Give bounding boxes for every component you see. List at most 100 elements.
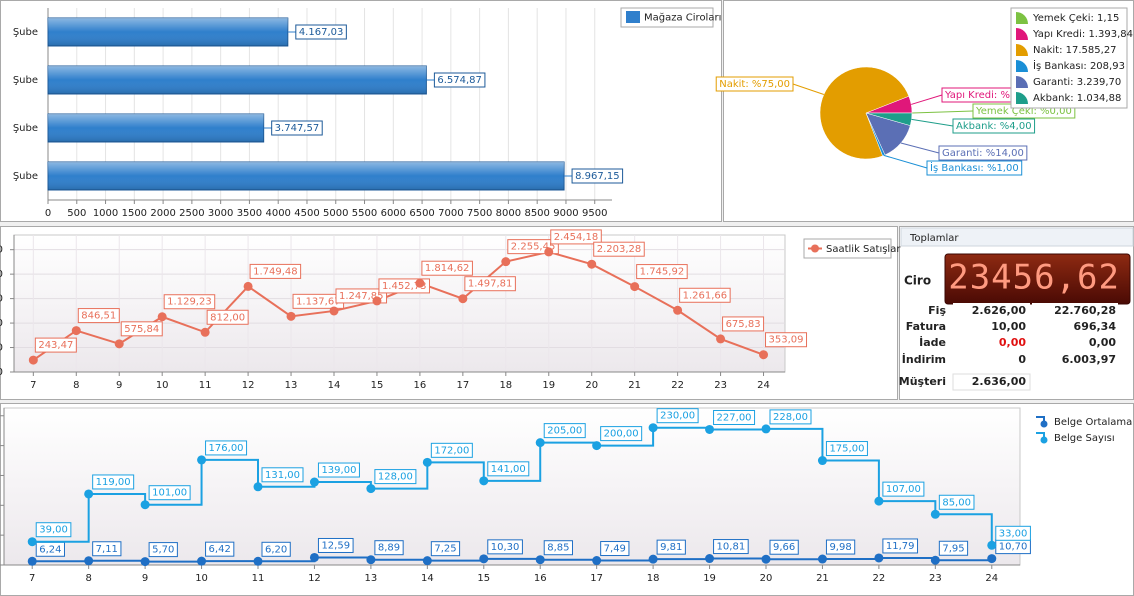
value-label: 8,85: [547, 543, 569, 554]
cell-value: 2.626,00: [972, 304, 1027, 317]
y-tick-label: 0: [0, 367, 3, 378]
value-label: 1.247,85: [339, 291, 384, 302]
value-label: Garanti: %14,00: [942, 148, 1024, 159]
totals-header: [900, 227, 1134, 247]
value-label-box: [92, 541, 122, 557]
y-tick-label: 1500: [0, 294, 3, 305]
value-label: 1.137,67: [296, 296, 341, 307]
point: [140, 557, 150, 567]
value-label-box: [148, 542, 178, 558]
value-label-box: [995, 525, 1031, 541]
value-label: 3.747,57: [275, 123, 320, 134]
value-label-box: [205, 440, 248, 456]
point: [114, 339, 124, 349]
x-tick-label: 9: [142, 573, 148, 584]
value-label: 8,89: [378, 543, 400, 554]
value-label: 11,79: [886, 541, 915, 552]
value-label-box: [77, 308, 120, 324]
value-label: 33,00: [999, 528, 1028, 539]
legend-swatch: [1040, 436, 1048, 444]
value-label: Nakit: %75,00: [719, 79, 790, 90]
x-tick-label: 24: [985, 573, 998, 584]
row-label: İade: [919, 335, 946, 349]
value-label-box: [882, 481, 925, 497]
x-tick-label: 11: [252, 573, 265, 584]
value-label-box: [487, 539, 523, 555]
leader: [900, 142, 940, 154]
value-label-box: [636, 264, 688, 280]
point: [71, 326, 81, 336]
point: [673, 305, 683, 315]
pie-slice: [819, 66, 910, 160]
point: [28, 355, 38, 365]
value-label: 1.452,73: [382, 281, 427, 292]
value-label: 6.574,87: [437, 75, 482, 86]
cell: [1032, 352, 1118, 368]
cell-value: 10,00: [991, 320, 1026, 333]
value-label: 227,00: [717, 412, 752, 423]
value-label: 12,59: [321, 540, 350, 551]
leader: [911, 94, 943, 105]
x-tick-label: 10: [195, 573, 208, 584]
point: [535, 555, 545, 565]
point: [987, 554, 997, 564]
legend-swatch: [1016, 44, 1028, 56]
legend-label: Akbank: 1.034,88: [1033, 93, 1121, 104]
cell-value: 0: [1018, 353, 1026, 366]
x-tick-label: 8: [85, 573, 91, 584]
point: [930, 509, 940, 519]
value-label-box: [35, 522, 72, 538]
x-tick-label: 7500: [467, 208, 492, 219]
x-tick-label: 2500: [179, 208, 204, 219]
value-label-box: [715, 76, 794, 92]
x-tick-label: 7000: [438, 208, 463, 219]
value-label: 101,00: [152, 488, 187, 499]
value-label: 107,00: [886, 484, 921, 495]
value-label: 353,09: [769, 335, 804, 346]
leader: [911, 118, 954, 127]
point: [544, 247, 554, 257]
x-tick-label: 3500: [237, 208, 262, 219]
bar-sheen: [48, 18, 288, 46]
value-label-box: [550, 229, 602, 245]
x-tick-label: 500: [67, 208, 86, 219]
x-tick-label: 5500: [352, 208, 377, 219]
value-label-box: [430, 541, 461, 557]
x-tick-label: 9500: [582, 208, 607, 219]
value-label: 119,00: [96, 477, 131, 488]
point: [930, 555, 940, 565]
value-label-box: [952, 118, 1036, 134]
value-label-box: [261, 467, 304, 483]
value-label: İş Bankası: %1,00: [930, 161, 1019, 174]
point: [987, 540, 997, 550]
point: [705, 424, 715, 434]
point: [286, 311, 296, 321]
point: [197, 556, 207, 566]
value-label: 9,66: [773, 542, 795, 553]
point: [479, 554, 489, 564]
value-label-box: [600, 426, 643, 442]
value-label-box: [543, 423, 586, 439]
value-label: 10,81: [717, 542, 746, 553]
value-label: 10,70: [999, 542, 1028, 553]
value-label: Akbank: %4,00: [956, 121, 1032, 132]
x-tick-label: 8500: [524, 208, 549, 219]
point: [587, 259, 597, 269]
legend-label: Yemek Çeki: 1,15: [1032, 13, 1119, 24]
value-label: 230,00: [660, 411, 695, 422]
x-tick-label: 22: [671, 380, 684, 391]
legend: [803, 238, 892, 259]
value-label: 1.814,62: [425, 263, 470, 274]
value-label-box: [148, 485, 191, 501]
value-label: 1.497,81: [468, 279, 513, 290]
value-label: 7,25: [434, 544, 456, 555]
y-tick-label: 2000: [0, 269, 3, 280]
value-label: 9,98: [829, 542, 851, 553]
row-label: Fatura: [906, 320, 946, 333]
point: [592, 556, 602, 566]
x-tick-label: 9: [116, 380, 122, 391]
value-label-box: [938, 494, 975, 510]
row-label: Müşteri: [899, 375, 946, 388]
legend-swatch: [1016, 28, 1028, 40]
x-tick-label: 20: [760, 573, 773, 584]
